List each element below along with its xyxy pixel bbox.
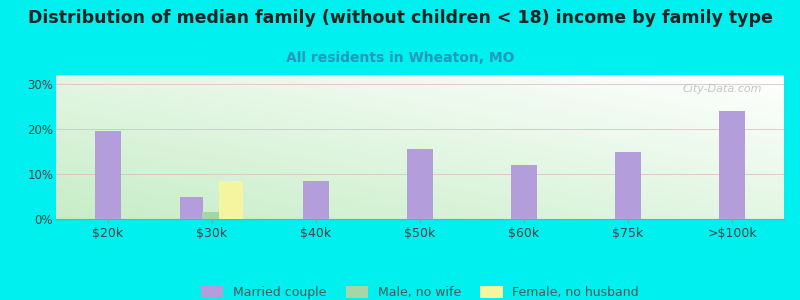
Bar bbox=[719, 111, 745, 219]
Bar bbox=[615, 152, 641, 219]
Legend: Married couple, Male, no wife, Female, no husband: Married couple, Male, no wife, Female, n… bbox=[201, 286, 639, 299]
Text: All residents in Wheaton, MO: All residents in Wheaton, MO bbox=[286, 51, 514, 65]
Bar bbox=[407, 149, 433, 219]
Text: Distribution of median family (without children < 18) income by family type: Distribution of median family (without c… bbox=[27, 9, 773, 27]
Bar bbox=[303, 181, 329, 219]
Bar bbox=[218, 181, 243, 219]
Bar bbox=[180, 196, 202, 219]
Text: City-Data.com: City-Data.com bbox=[682, 84, 762, 94]
Bar bbox=[511, 165, 537, 219]
Bar bbox=[95, 131, 121, 219]
Bar bbox=[202, 212, 220, 219]
